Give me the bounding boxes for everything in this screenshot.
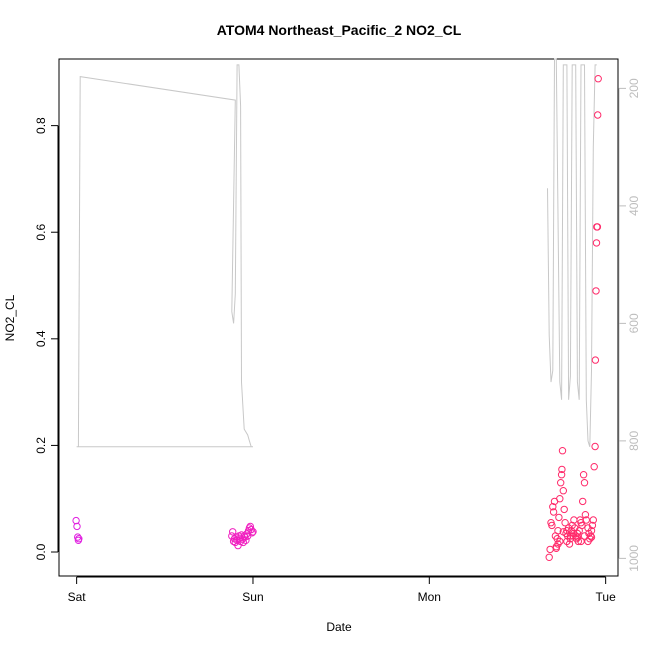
y-axis-label: NO2_CL	[3, 294, 17, 341]
right-tick-label-2: 600	[627, 313, 641, 333]
right-tick-label-4: 1000	[627, 545, 641, 572]
chart-title: ATOM4 Northeast_Pacific_2 NO2_CL	[217, 22, 462, 38]
data-point-s0-2	[74, 533, 82, 541]
data-point-s2-38	[578, 521, 586, 530]
data-point-s2-15	[558, 465, 566, 474]
data-point-s2-0	[545, 553, 553, 561]
data-point-s2-41	[580, 479, 589, 487]
y-tick-label-4: 0.8	[34, 117, 48, 134]
data-point-s2-4	[549, 503, 557, 511]
right-tick-label-3: 800	[627, 431, 641, 451]
data-point-s2-12	[556, 495, 564, 503]
data-point-s0-1	[73, 522, 81, 531]
data-point-s1-23	[248, 529, 256, 537]
data-point-s2-16	[558, 447, 567, 455]
y-tick-label-2: 0.4	[34, 330, 48, 347]
data-point-s2-40	[579, 471, 588, 479]
data-point-s2-42	[581, 511, 590, 519]
y-tick-label-3: 0.6	[34, 224, 48, 241]
x-tick-label-1: Sun	[242, 590, 263, 604]
data-point-s2-53	[591, 356, 600, 364]
data-point-s2-52	[591, 442, 599, 451]
y-tick-label-0: 0.0	[34, 543, 48, 560]
data-point-s2-55	[592, 239, 601, 247]
data-point-s2-70	[584, 537, 592, 546]
data-point-s1-24	[249, 528, 257, 536]
x-tick-label-3: Tue	[596, 590, 617, 604]
data-point-s2-5	[549, 508, 558, 516]
data-point-s1-1	[229, 528, 237, 536]
data-point-s2-51	[590, 463, 598, 471]
data-point-s2-63	[559, 528, 567, 536]
data-point-s2-17	[559, 487, 567, 495]
right-tick-label-0: 200	[627, 78, 641, 98]
data-point-s2-49	[588, 521, 597, 530]
data-point-s2-67	[573, 533, 582, 541]
data-point-s2-69	[580, 532, 589, 540]
data-point-s2-1	[546, 545, 554, 554]
data-point-s2-43	[582, 516, 590, 524]
data-point-s2-11	[555, 513, 563, 522]
x-tick-label-0: Sat	[68, 590, 87, 604]
plot-area: Sat Sun Mon Tue 0.0 0.2 0.4 0.6 0.8 200 400 600 800 1…	[34, 58, 641, 604]
data-point-s2-27	[568, 521, 576, 530]
data-point-s2-59	[594, 75, 602, 83]
data-point-s2-3	[548, 521, 556, 530]
data-point-s2-18	[560, 505, 568, 514]
x-tick-label-2: Mon	[418, 590, 441, 604]
data-point-s2-64	[563, 527, 571, 535]
data-point-s2-54	[592, 287, 600, 295]
data-point-s2-13	[557, 479, 565, 487]
data-point-s2-14	[557, 471, 566, 479]
data-point-s2-68	[577, 537, 585, 546]
data-point-s2-39	[579, 497, 587, 506]
data-point-s2-50	[589, 516, 597, 524]
data-point-s1-22	[247, 525, 255, 534]
data-point-s2-10	[554, 527, 562, 535]
y-tick-label-1: 0.2	[34, 437, 48, 454]
data-point-s2-57	[593, 223, 602, 231]
plot-frame	[58, 58, 619, 577]
data-point-s2-60	[552, 544, 560, 552]
data-point-s0-0	[72, 516, 80, 525]
data-point-s2-71	[587, 527, 596, 535]
right-tick-label-1: 400	[627, 196, 641, 216]
data-point-s2-19	[561, 519, 569, 527]
data-point-s2-62	[556, 537, 564, 546]
x-axis-label: Date	[326, 620, 352, 634]
data-point-s0-4	[75, 535, 83, 543]
pressure-line-1	[76, 64, 253, 448]
data-point-s2-34	[574, 537, 582, 546]
pressure-line-2	[547, 58, 597, 447]
data-point-s2-24	[565, 540, 574, 548]
data-point-s2-58	[594, 111, 602, 119]
